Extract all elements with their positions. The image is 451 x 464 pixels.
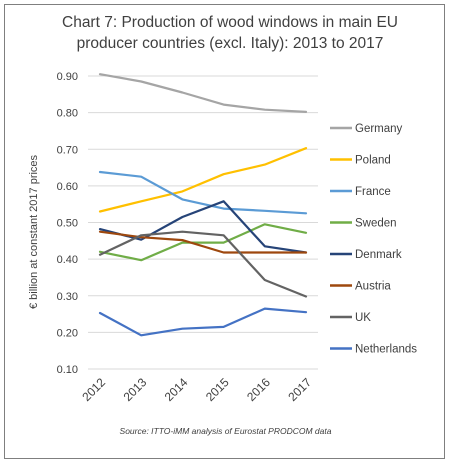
y-tick-label: 0.80	[57, 108, 78, 120]
legend-entry-sweden: Sweden	[355, 218, 397, 230]
series-line-austria	[98, 230, 308, 254]
y-axis-tick-labels: 0.10 0.20 0.30 0.40 0.50 0.60 0.70 0.80 0.90	[57, 71, 78, 376]
legend-entry-denmark: Denmark	[355, 249, 402, 261]
legend-entry-germany: Germany	[355, 123, 403, 135]
legend-entry-austria: Austria	[355, 281, 391, 293]
series-line-france	[98, 170, 308, 215]
x-tick-label: 2016	[244, 375, 273, 404]
x-tick-label: 2014	[162, 375, 191, 404]
chart-title: Chart 7: Production of wood windows in m…	[40, 12, 420, 54]
chart-title-line-1: Chart 7: Production of wood windows in m…	[62, 14, 398, 31]
y-tick-label: 0.60	[57, 181, 78, 193]
x-tick-label: 2013	[121, 375, 150, 404]
series-line-germany	[98, 73, 308, 114]
series-lines	[98, 73, 308, 337]
legend-entry-netherlands: Netherlands	[355, 344, 417, 356]
y-tick-label: 0.30	[57, 291, 78, 303]
series-line-netherlands	[98, 307, 308, 337]
legend-entry-poland: Poland	[355, 155, 391, 167]
x-tick-label: 2012	[79, 375, 108, 404]
y-axis-label: € billion at constant 2017 prices	[28, 154, 40, 309]
x-tick-label: 2015	[203, 375, 232, 404]
chart-frame	[4, 4, 445, 459]
series-line-sweden	[98, 223, 308, 262]
y-tick-label: 0.70	[57, 144, 78, 156]
source-note: Source: ITTO-iMM analysis of Eurostat PR…	[119, 426, 332, 436]
series-line-poland	[98, 147, 308, 213]
y-tick-label: 0.50	[57, 218, 78, 230]
gridlines	[88, 75, 318, 370]
legend-entry-uk: UK	[355, 312, 371, 324]
chart-title-line-2: producer countries (excl. Italy): 2013 t…	[76, 35, 384, 52]
x-axis-tick-labels: 2012 2013 2014 2015 2016 2017	[79, 375, 314, 404]
y-tick-label: 0.40	[57, 254, 78, 266]
y-tick-label: 0.20	[57, 327, 78, 339]
legend: Germany Poland France Sweden Denmark Austria U…	[330, 123, 417, 356]
series-line-uk	[98, 230, 308, 298]
y-tick-label: 0.90	[57, 71, 78, 83]
y-tick-label: 0.10	[57, 364, 78, 376]
legend-entry-france: France	[355, 186, 391, 198]
x-tick-label: 2017	[285, 375, 314, 404]
